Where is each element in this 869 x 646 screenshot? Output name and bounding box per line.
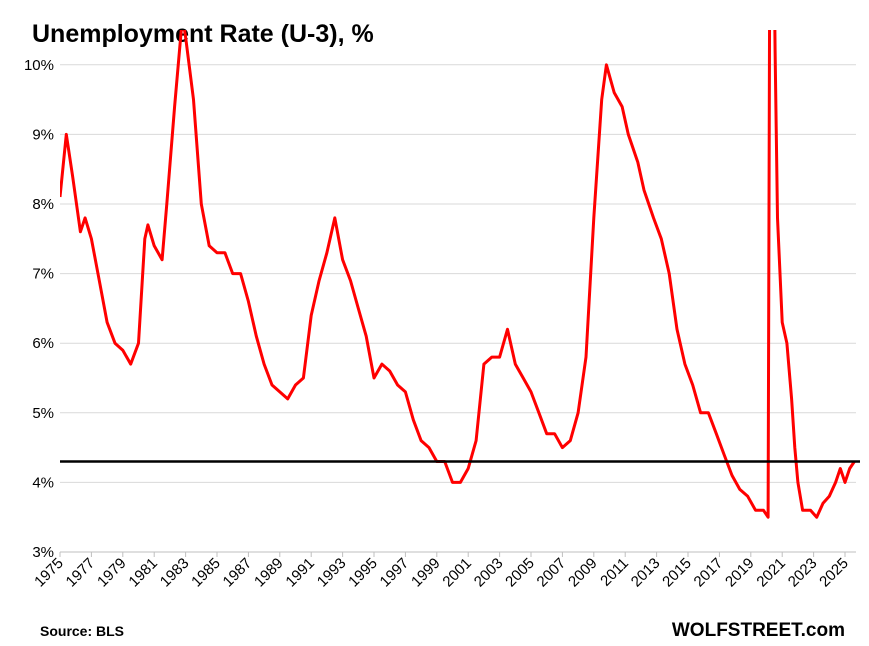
y-tick-label: 8% xyxy=(32,196,54,213)
x-tick-label: 2001 xyxy=(439,555,475,591)
x-tick-label: 1983 xyxy=(157,555,193,591)
y-tick-label: 7% xyxy=(32,266,54,283)
x-tick-label: 2023 xyxy=(785,555,821,591)
x-tick-label: 2009 xyxy=(565,555,601,591)
x-tick-label: 1995 xyxy=(345,555,381,591)
x-tick-label: 2005 xyxy=(502,555,538,591)
x-tick-label: 1981 xyxy=(125,555,161,591)
x-tick-label: 2015 xyxy=(659,555,695,591)
x-tick-label: 2025 xyxy=(816,555,852,591)
line-series xyxy=(60,30,856,519)
x-tick-label: 1979 xyxy=(94,555,130,591)
x-tick-label: 2019 xyxy=(722,555,758,591)
x-tick-label: 2003 xyxy=(471,555,507,591)
chart-title: Unemployment Rate (U-3), % xyxy=(32,20,374,48)
x-tick-label: 1985 xyxy=(188,555,224,591)
x-tick-label: 1999 xyxy=(408,555,444,591)
x-tick-label: 1977 xyxy=(63,555,99,591)
x-tick-label: 1989 xyxy=(251,555,287,591)
brand: WOLFSTREET.com xyxy=(672,620,845,641)
y-tick-label: 5% xyxy=(32,405,54,422)
y-tick-label: 3% xyxy=(32,544,54,561)
y-tick-label: 6% xyxy=(32,335,54,352)
y-tick-label: 9% xyxy=(32,126,54,143)
y-tick-label: 4% xyxy=(32,474,54,491)
x-tick-label: 1987 xyxy=(220,555,256,591)
x-tick-label: 1991 xyxy=(282,555,318,591)
x-tick-label: 1993 xyxy=(314,555,350,591)
y-tick-label: 10% xyxy=(24,57,54,74)
x-tick-label: 2007 xyxy=(534,555,570,591)
source: Source: BLS xyxy=(40,623,124,639)
x-tick-label: 2017 xyxy=(691,555,727,591)
x-tick-label: 2021 xyxy=(753,555,789,591)
x-tick-label: 1997 xyxy=(377,555,413,591)
x-tick-label: 2011 xyxy=(597,555,632,590)
x-tick-label: 2013 xyxy=(628,555,664,591)
